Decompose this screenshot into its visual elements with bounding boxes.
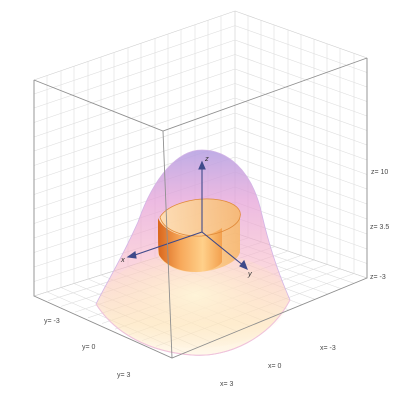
y-tick-3: y= 3 <box>117 372 131 379</box>
x-tick-3: x= 3 <box>220 381 234 388</box>
z-axis-label: z <box>204 154 209 163</box>
axis-arrows <box>126 160 248 271</box>
z-tick-3.5: z= 3.5 <box>370 224 389 231</box>
x-tick-0: x= 0 <box>268 363 282 370</box>
x-axis-arrowhead <box>126 251 137 259</box>
z-tick-labels: z= 10 z= 3.5 z= -3 <box>370 169 389 281</box>
y-tick--3: y= -3 <box>44 318 60 325</box>
y-axis-line <box>201 231 245 267</box>
z-axis-arrowhead <box>198 160 206 170</box>
y-axis-label: y <box>247 269 253 278</box>
x-tick-labels: x= -3 x= 0 x= 3 <box>220 345 336 388</box>
z-tick-10: z= 10 <box>371 169 388 176</box>
inner-cylinder-band <box>158 198 241 272</box>
z-tick--3: z= -3 <box>370 274 386 281</box>
x-tick--3: x= -3 <box>320 345 336 352</box>
x-axis-line <box>131 231 203 257</box>
y-axis-arrowhead <box>239 259 248 271</box>
y-tick-0: y= 0 <box>82 344 96 351</box>
x-axis-label: x <box>120 255 125 264</box>
bounding-box-front <box>33 57 368 359</box>
y-tick-labels: y= -3 y= 0 y= 3 <box>44 318 131 379</box>
